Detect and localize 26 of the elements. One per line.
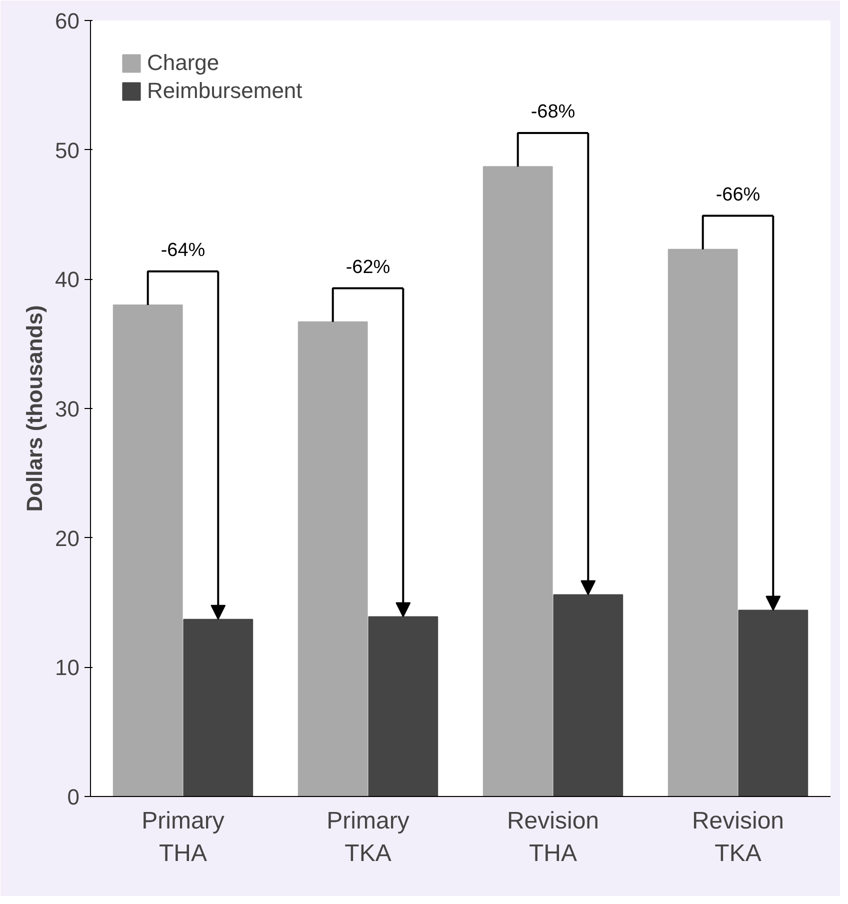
bar [738, 610, 808, 796]
y-tick-label: 40 [55, 267, 80, 292]
bar [368, 616, 438, 796]
legend-label: Reimbursement [147, 78, 302, 104]
bar [553, 594, 624, 796]
bar [668, 248, 738, 796]
y-tick-label: 20 [55, 526, 80, 551]
x-tick-label: Primary THA [142, 808, 224, 867]
annotation: -68% [530, 102, 576, 123]
y-tick-label: 0 [67, 784, 80, 810]
x-tick-label: Primary TKA [326, 808, 410, 867]
bar [112, 304, 183, 796]
annotation: -62% [346, 256, 390, 278]
annotation: -64% [160, 240, 206, 262]
bar [183, 618, 254, 796]
y-tick-label: 50 [55, 138, 80, 163]
x-tick-label: Revision THA [506, 808, 600, 867]
bar [298, 321, 368, 796]
y-tick-label: 60 [55, 8, 80, 34]
y-tick-label: 10 [55, 655, 80, 680]
bar [482, 166, 553, 796]
y-tick-label: 30 [55, 396, 80, 422]
y-axis-title: Dollars (thousands) [22, 305, 48, 512]
legend-label: Charge [147, 50, 220, 76]
annotation: -66% [716, 184, 760, 206]
x-tick-label: Revision TKA [692, 808, 784, 867]
